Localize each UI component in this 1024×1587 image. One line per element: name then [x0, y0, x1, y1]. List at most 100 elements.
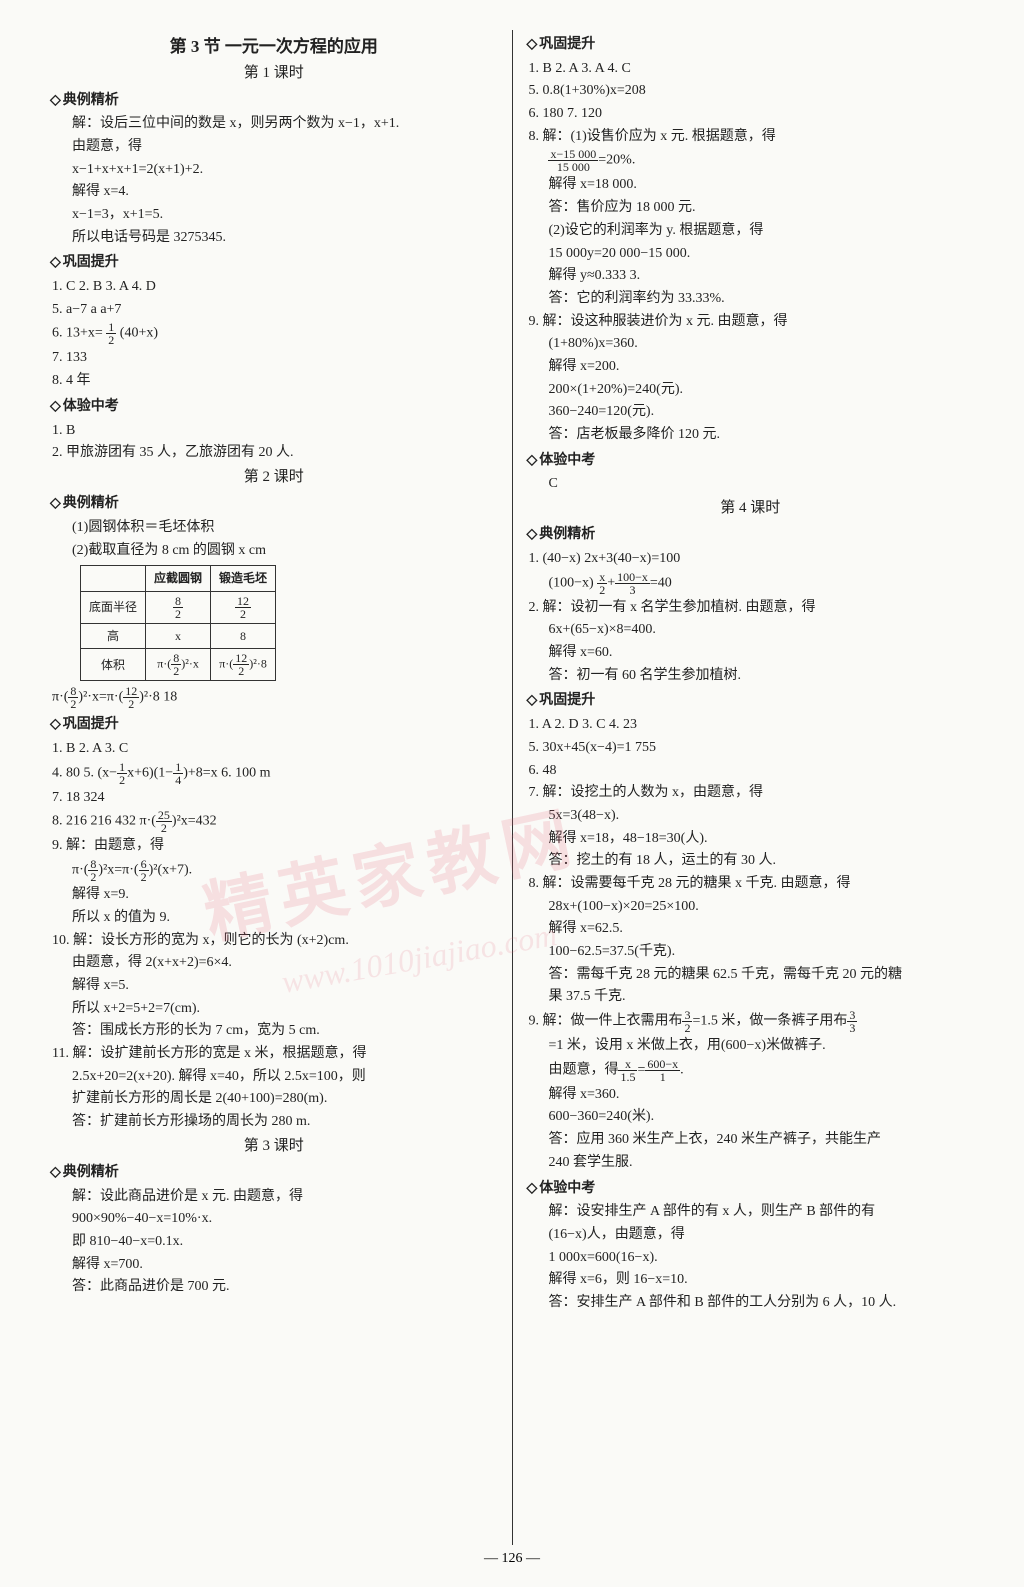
text-line: 1. A 2. D 3. C 4. 23	[526, 714, 974, 736]
text: (40+x)	[120, 326, 158, 341]
text-line: 解得 y≈0.333 3.	[526, 265, 974, 287]
equation-line: π·(82)²x=π·(62)²(x+7).	[50, 858, 498, 883]
fraction: 12	[106, 321, 116, 346]
table-header: 锻造毛坯	[211, 566, 276, 592]
text-line: 解得 x=62.5.	[526, 918, 974, 940]
text-line: 所以 x+2=5+2=7(cm).	[50, 998, 498, 1020]
text-line: 8. 解：(1)设售价应为 x 元. 根据题意，得	[526, 126, 974, 148]
text-line: (2)设它的利润率为 y. 根据题意，得	[526, 220, 974, 242]
text-line: 所以电话号码是 3275345.	[50, 227, 498, 249]
text-line: (1+80%)x=360.	[526, 333, 974, 355]
lesson-4-title: 第 4 课时	[526, 497, 974, 520]
right-column: 巩固提升 1. B 2. A 3. A 4. C 5. 0.8(1+30%)x=…	[512, 30, 974, 1545]
table-cell: π·(82)²·x	[146, 649, 211, 681]
section-title: 第 3 节 一元一次方程的应用	[50, 34, 498, 60]
text-line: 1 000x=600(16−x).	[526, 1247, 974, 1269]
text-line: 15 000y=20 000−15 000.	[526, 243, 974, 265]
text-line: 900×90%−40−x=10%·x.	[50, 1208, 498, 1230]
page: 第 3 节 一元一次方程的应用 第 1 课时 典例精析 解：设后三位中间的数是 …	[0, 0, 1024, 1587]
text-line: 4. 80 5. (x−12x+6)(1−14)+8=x 6. 100 m	[50, 761, 498, 786]
text-line: 解得 x=18 000.	[526, 174, 974, 196]
text-line: 9. 解：设这种服装进价为 x 元. 由题意，得	[526, 311, 974, 333]
text-line: 6. 180 7. 120	[526, 103, 974, 125]
text-line: 28x+(100−x)×20=25×100.	[526, 896, 974, 918]
text-line: 解得 x=200.	[526, 356, 974, 378]
equation-line: (100−x) x2+100−x3=40	[526, 571, 974, 596]
equation-line: x−15 00015 000=20%.	[526, 148, 974, 173]
table-cell: 122	[211, 591, 276, 623]
header-gonggu-2: 巩固提升	[50, 714, 498, 736]
text-line: 11. 解：设扩建前长方形的宽是 x 米，根据题意，得	[50, 1043, 498, 1065]
text-line: 240 套学生服.	[526, 1152, 974, 1174]
text-line: 7. 133	[50, 347, 498, 369]
content: 第 3 节 一元一次方程的应用 第 1 课时 典例精析 解：设后三位中间的数是 …	[50, 30, 974, 1545]
text-line: 即 810−40−x=0.1x.	[50, 1231, 498, 1253]
text-line: 5. a−7 a a+7	[50, 299, 498, 321]
text-line: 所以 x 的值为 9.	[50, 907, 498, 929]
table-row: 应截圆钢 锻造毛坯	[81, 566, 276, 592]
equation-line: 由题意，得x1.5=600−x1.	[526, 1058, 974, 1083]
text-line: x−1+x+x+1=2(x+1)+2.	[50, 159, 498, 181]
text-line: 7. 解：设挖土的人数为 x，由题意，得	[526, 782, 974, 804]
text-line: =1 米，设用 x 米做上衣，用(600−x)米做裤子.	[526, 1035, 974, 1057]
text-line: 解得 x=5.	[50, 975, 498, 997]
table-cell: 82	[146, 591, 211, 623]
text-line: 5. 0.8(1+30%)x=208	[526, 80, 974, 102]
text-line: 解：设后三位中间的数是 x，则另两个数为 x−1，x+1.	[50, 113, 498, 135]
text-line: 6. 13+x= 12 (40+x)	[50, 321, 498, 346]
text-line: 答：围成长方形的长为 7 cm，宽为 5 cm.	[50, 1020, 498, 1042]
text-line: 解得 x=18，48−18=30(人).	[526, 828, 974, 850]
text-line: 5x=3(48−x).	[526, 805, 974, 827]
text-line: 1. B 2. A 3. A 4. C	[526, 58, 974, 80]
page-number: — 126 —	[50, 1551, 974, 1567]
table-cell: 8	[211, 623, 276, 649]
text-line: (16−x)人，由题意，得	[526, 1224, 974, 1246]
text-line: 360−240=120(元).	[526, 401, 974, 423]
text-line: 1. (40−x) 2x+3(40−x)=100	[526, 548, 974, 570]
equation-line: π·(82)²·x=π·(122)²·8 18	[50, 685, 498, 710]
text-line: 1. C 2. B 3. A 4. D	[50, 276, 498, 298]
text-line: 9. 解：由题意，得	[50, 835, 498, 857]
text-line: 200×(1+20%)=240(元).	[526, 379, 974, 401]
text-line: x−1=3，x+1=5.	[50, 204, 498, 226]
text-line: 解得 x=4.	[50, 181, 498, 203]
header-dianli-3: 典例精析	[50, 1162, 498, 1184]
text-line: 解得 x=9.	[50, 884, 498, 906]
text-line: 8. 4 年	[50, 370, 498, 392]
text-line: 答：安排生产 A 部件和 B 部件的工人分别为 6 人，10 人.	[526, 1292, 974, 1314]
lesson-1-title: 第 1 课时	[50, 62, 498, 85]
text-line: 答：扩建前长方形操场的周长为 280 m.	[50, 1111, 498, 1133]
text-line: 2.5x+20=2(x+20). 解得 x=40，所以 2.5x=100，则	[50, 1066, 498, 1088]
left-column: 第 3 节 一元一次方程的应用 第 1 课时 典例精析 解：设后三位中间的数是 …	[50, 30, 512, 1545]
text-line: 解：设安排生产 A 部件的有 x 人，则生产 B 部件的有	[526, 1201, 974, 1223]
text-line: 由题意，得 2(x+x+2)=6×4.	[50, 952, 498, 974]
text-line: 扩建前长方形的周长是 2(40+100)=280(m).	[50, 1088, 498, 1110]
header-tiyan-3: 体验中考	[526, 450, 974, 472]
text-line: 解：设此商品进价是 x 元. 由题意，得	[50, 1186, 498, 1208]
text-line: 600−360=240(米).	[526, 1106, 974, 1128]
text: 6. 13+x=	[52, 326, 103, 341]
text-line: 解得 x=6，则 16−x=10.	[526, 1269, 974, 1291]
text-line: C	[526, 473, 974, 495]
text-line: 2. 解：设初一有 x 名学生参加植树. 由题意，得	[526, 597, 974, 619]
text-line: 答：挖土的有 18 人，运土的有 30 人.	[526, 850, 974, 872]
header-dianli-1: 典例精析	[50, 90, 498, 112]
text-line: 8. 216 216 432 π·(252)²x=432	[50, 809, 498, 834]
header-dianli-4: 典例精析	[526, 524, 974, 546]
text-line: 2. 甲旅游团有 35 人，乙旅游团有 20 人.	[50, 442, 498, 464]
table-cell: x	[146, 623, 211, 649]
header-dianli-2: 典例精析	[50, 493, 498, 515]
table-cell: 体积	[81, 649, 146, 681]
text-line: 8. 解：设需要每千克 28 元的糖果 x 千克. 由题意，得	[526, 873, 974, 895]
table-row: 体积 π·(82)²·x π·(122)²·8	[81, 649, 276, 681]
text-line: 解得 x=700.	[50, 1254, 498, 1276]
text-line: 由题意，得	[50, 136, 498, 158]
text-line: 答：此商品进价是 700 元.	[50, 1276, 498, 1298]
text-line: 答：它的利润率约为 33.33%.	[526, 288, 974, 310]
table-cell: π·(122)²·8	[211, 649, 276, 681]
text-line: 6. 48	[526, 760, 974, 782]
header-tiyan-1: 体验中考	[50, 396, 498, 418]
text-line: 1. B	[50, 420, 498, 442]
table-cell: 底面半径	[81, 591, 146, 623]
text-line: (1)圆钢体积＝毛坯体积	[50, 517, 498, 539]
